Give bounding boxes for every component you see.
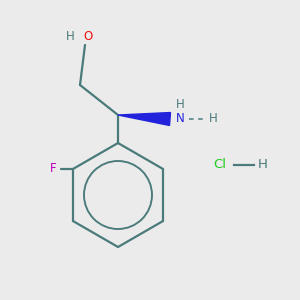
Text: H: H — [66, 31, 75, 44]
Text: F: F — [50, 163, 56, 176]
Text: Cl: Cl — [214, 158, 226, 172]
Text: H: H — [176, 98, 184, 112]
Text: N: N — [176, 112, 184, 125]
Text: H: H — [258, 158, 268, 172]
Text: O: O — [83, 31, 92, 44]
Polygon shape — [118, 112, 170, 125]
Text: H: H — [208, 112, 217, 125]
